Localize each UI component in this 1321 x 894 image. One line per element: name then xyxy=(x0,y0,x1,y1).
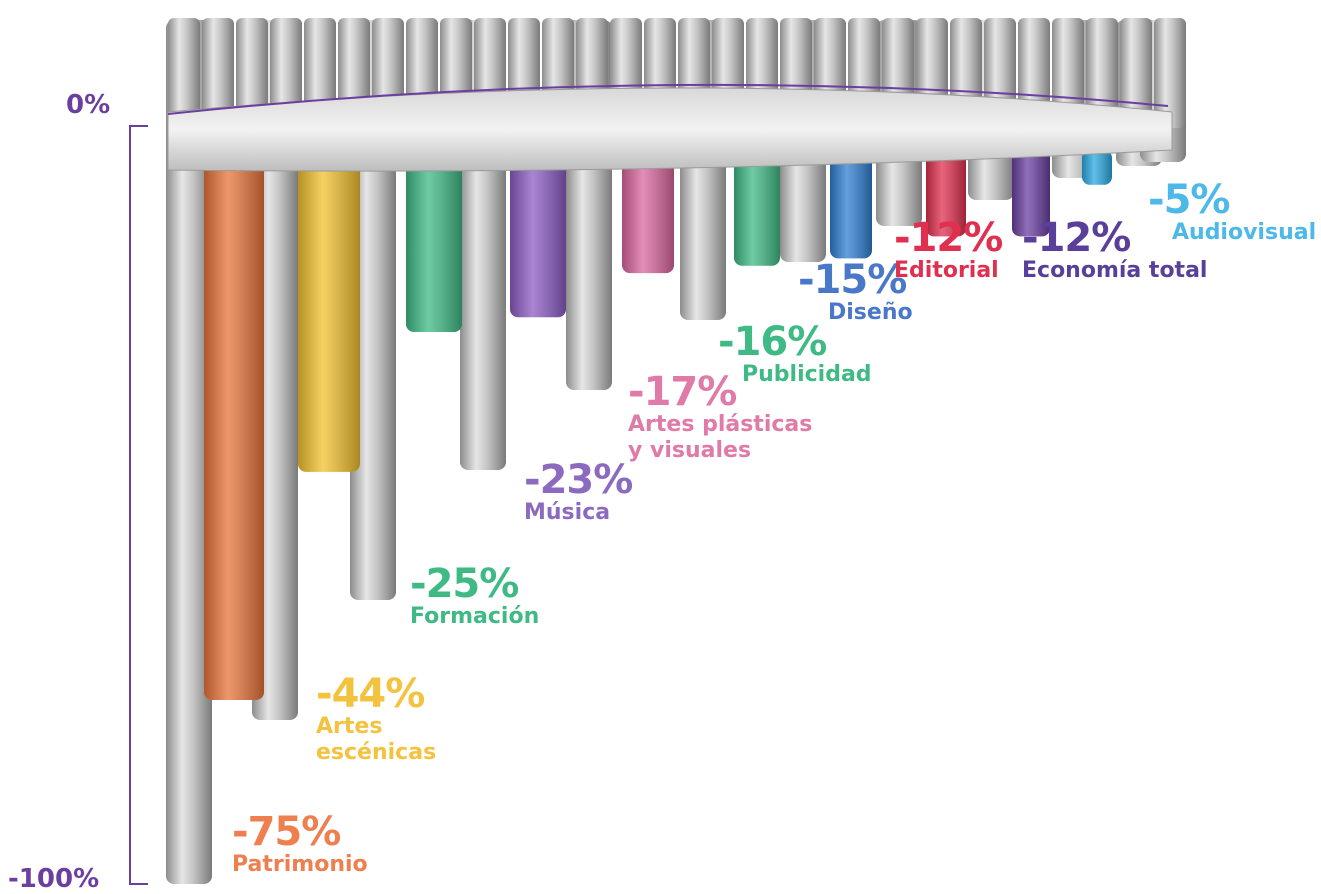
binding-band xyxy=(167,83,1173,172)
gray-pipe xyxy=(166,20,212,884)
value-label: -12% xyxy=(894,215,1003,261)
label-7: -15% Diseño xyxy=(798,260,913,326)
bar-shading xyxy=(510,150,566,318)
value-label: -44% xyxy=(316,671,425,717)
value-label: -17% xyxy=(628,369,737,415)
category-label: Economía total xyxy=(1022,258,1208,283)
label-10: -5% Audiovisual xyxy=(1148,180,1316,246)
category-label: Diseño xyxy=(828,300,913,325)
category-label: Publicidad xyxy=(742,362,872,387)
bar-shading xyxy=(298,150,360,472)
bar-shading xyxy=(1012,150,1050,237)
label-9: -12% Economía total xyxy=(1022,218,1207,284)
bar-shading xyxy=(406,150,462,332)
value-label: -15% xyxy=(798,257,907,303)
axis-label-top: 0% xyxy=(66,90,111,120)
category-label: Audiovisual xyxy=(1172,220,1317,245)
category-label: Música xyxy=(524,500,611,525)
value-label: -5% xyxy=(1148,177,1231,223)
axis-label-bottom: -100% xyxy=(8,864,100,894)
bar-shading xyxy=(622,150,674,274)
category-label: Editorial xyxy=(894,258,999,283)
value-label: -23% xyxy=(524,457,633,503)
value-label: -25% xyxy=(410,561,519,607)
category-label: Artes plásticas y visuales xyxy=(628,412,813,464)
bar-shading xyxy=(1082,150,1112,185)
label-3: -25% Formación xyxy=(410,564,539,630)
pipe-top xyxy=(1052,18,1084,128)
bars xyxy=(204,150,1112,700)
label-4: -23% Música xyxy=(524,457,633,526)
top-curve-line xyxy=(167,83,1169,115)
label-2: -44% Artes escénicas xyxy=(316,674,436,767)
binding-strip xyxy=(167,87,1173,172)
pipe-top xyxy=(270,18,302,128)
pipe-top xyxy=(236,18,268,128)
y-axis xyxy=(129,125,148,885)
pipe-top xyxy=(1120,18,1152,128)
bar-shading xyxy=(830,150,872,259)
category-label: Patrimonio xyxy=(232,852,368,877)
value-label: -75% xyxy=(232,809,341,855)
value-label: -16% xyxy=(718,319,827,365)
label-1: -75% Patrimonio xyxy=(232,812,368,878)
label-8: -12% Editorial xyxy=(894,215,1003,284)
category-label: Formación xyxy=(410,604,540,629)
label-5: -17% Artes plásticas y visuales xyxy=(628,372,812,465)
axis-bracket xyxy=(129,125,148,885)
bar-shading xyxy=(926,150,966,237)
pipe-top xyxy=(202,18,234,128)
label-6: -16% Publicidad xyxy=(718,322,872,388)
category-label: Artes escénicas xyxy=(316,714,437,766)
pipe-top xyxy=(1154,18,1186,128)
value-label: -12% xyxy=(1022,215,1131,261)
bar-shading xyxy=(734,150,780,266)
pipe-top xyxy=(168,18,200,128)
bar-shading xyxy=(204,150,264,700)
